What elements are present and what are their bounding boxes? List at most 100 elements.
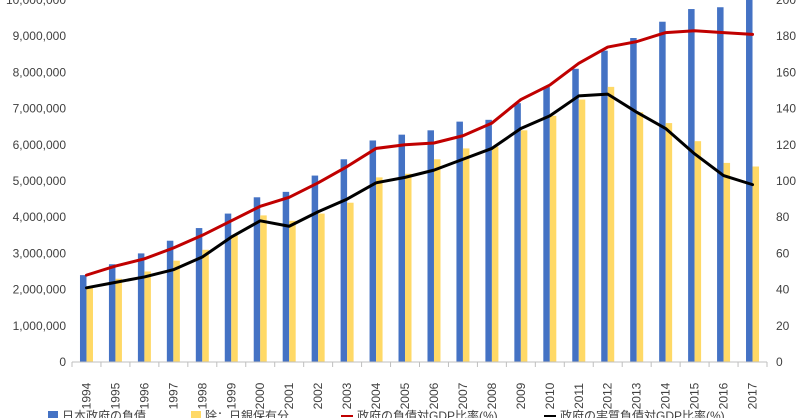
- bar-government-debt: [137, 253, 145, 362]
- bar-government-debt: [456, 121, 463, 362]
- y-left-tick-label: 2,000,000: [13, 283, 67, 297]
- bar-government-debt: [514, 103, 521, 363]
- x-tick-label: 2012: [601, 382, 615, 409]
- bar-boj-holdings: [115, 278, 122, 362]
- legend: 日本政府の負債 除：日銀保有分 政府の負債対GDP比率(%) 政府の実質負債対GDP比…: [48, 408, 725, 418]
- y-right-tick-label: 60: [776, 246, 790, 260]
- x-tick-label: 1997: [166, 382, 180, 409]
- bar-government-debt: [543, 86, 550, 362]
- y-left-tick-label: 9,000,000: [13, 29, 67, 43]
- legend-swatch: [48, 411, 58, 418]
- x-tick-label: 2017: [746, 382, 760, 409]
- x-tick-label: 2015: [688, 382, 702, 409]
- bar-boj-holdings: [578, 99, 586, 363]
- bar-government-debt: [166, 240, 174, 362]
- bar-boj-holdings: [86, 287, 93, 362]
- bar-government-debt: [108, 264, 116, 362]
- bar-government-debt: [224, 213, 232, 362]
- bar-government-debt: [601, 50, 608, 363]
- bar-boj-holdings: [260, 215, 267, 362]
- bar-government-debt: [282, 191, 290, 362]
- bar-boj-holdings: [723, 162, 731, 362]
- bar-government-debt: [485, 119, 492, 362]
- x-tick-label: 2000: [253, 382, 267, 409]
- bar-government-debt: [311, 175, 319, 362]
- bar-government-debt: [369, 140, 377, 362]
- y-left-tick-label: 5,000,000: [13, 174, 67, 188]
- lines-layer: [84, 29, 755, 290]
- x-tick-label: 2002: [311, 382, 325, 409]
- y-left-tick-label: 0: [59, 355, 66, 369]
- y-right-tick-label: 160: [776, 65, 796, 79]
- bar-boj-holdings: [462, 148, 470, 362]
- ticks-layer: 0 1,000,000 2,000,000 3,000,000 4,000,000 5,0…: [6, 0, 796, 409]
- x-tick-label: 1995: [108, 382, 122, 409]
- y-right-tick-label: 100: [776, 174, 796, 188]
- x-tick-label: 1999: [224, 382, 238, 409]
- bar-boj-holdings: [289, 220, 296, 362]
- axes-layer: [71, 361, 768, 367]
- bar-government-debt: [427, 130, 434, 362]
- x-tick-label: 1996: [137, 382, 151, 409]
- legend-label: 政府の実質負債対GDP比率(%): [560, 408, 725, 418]
- bar-government-debt: [688, 9, 695, 363]
- legend-label: 政府の負債対GDP比率(%): [357, 408, 498, 418]
- line-debt-to-gdp: [84, 29, 755, 277]
- bar-boj-holdings: [636, 112, 644, 362]
- x-tick-label: 2013: [630, 382, 644, 409]
- bar-boj-holdings: [665, 123, 673, 362]
- x-tick-label: 2010: [543, 382, 557, 409]
- y-right-tick-label: 0: [776, 355, 783, 369]
- bar-government-debt: [253, 197, 261, 362]
- bar-boj-holdings: [405, 173, 412, 362]
- bar-boj-holdings: [607, 86, 615, 362]
- y-right-tick-label: 20: [776, 319, 790, 333]
- x-tick-label: 1998: [195, 382, 209, 409]
- x-tick-label: 1994: [79, 382, 93, 409]
- x-tick-label: 2004: [369, 382, 383, 409]
- y-right-tick-label: 180: [776, 29, 796, 43]
- bar-boj-holdings: [347, 202, 354, 362]
- bar-boj-holdings: [376, 177, 383, 362]
- x-tick-label: 2014: [659, 382, 673, 409]
- y-right-tick-label: 40: [776, 283, 790, 297]
- bar-government-debt: [195, 228, 203, 362]
- bar-government-debt: [630, 38, 637, 362]
- x-tick-label: 2003: [340, 382, 354, 409]
- bars-layer: [79, 0, 760, 363]
- x-tick-label: 2001: [282, 382, 296, 409]
- bar-government-debt: [398, 134, 406, 362]
- x-tick-label: 2016: [717, 382, 731, 409]
- x-tick-label: 2006: [427, 382, 441, 409]
- y-left-tick-label: 8,000,000: [13, 65, 67, 79]
- y-left-tick-label: 3,000,000: [13, 246, 67, 260]
- y-left-tick-label: 4,000,000: [13, 210, 67, 224]
- bar-government-debt: [79, 275, 87, 362]
- x-tick-label: 2009: [514, 382, 528, 409]
- x-tick-label: 2005: [398, 382, 412, 409]
- y-right-tick-label: 120: [776, 138, 796, 152]
- y-right-tick-label: 140: [776, 102, 796, 116]
- legend-swatch: [191, 411, 201, 418]
- bar-boj-holdings: [231, 235, 238, 362]
- x-tick-label: 2007: [456, 382, 470, 409]
- bar-boj-holdings: [752, 166, 760, 362]
- legend-label: 除：日銀保有分: [205, 408, 289, 418]
- bar-boj-holdings: [173, 260, 180, 362]
- bar-government-debt: [572, 68, 579, 362]
- bar-boj-holdings: [318, 213, 325, 362]
- bar-boj-holdings: [202, 249, 209, 362]
- legend-label: 日本政府の負債: [62, 408, 146, 418]
- y-right-tick-label: 80: [776, 210, 790, 224]
- bar-government-debt: [717, 7, 724, 363]
- bar-boj-holdings: [549, 115, 557, 362]
- bar-boj-holdings: [520, 130, 528, 362]
- bar-boj-holdings: [694, 141, 702, 362]
- bar-government-debt: [340, 159, 348, 362]
- y-left-tick-label: 10,000,000: [6, 0, 66, 7]
- bar-boj-holdings: [491, 146, 499, 362]
- bar-government-debt: [746, 0, 753, 362]
- bar-boj-holdings: [433, 159, 441, 362]
- y-left-tick-label: 7,000,000: [13, 102, 67, 116]
